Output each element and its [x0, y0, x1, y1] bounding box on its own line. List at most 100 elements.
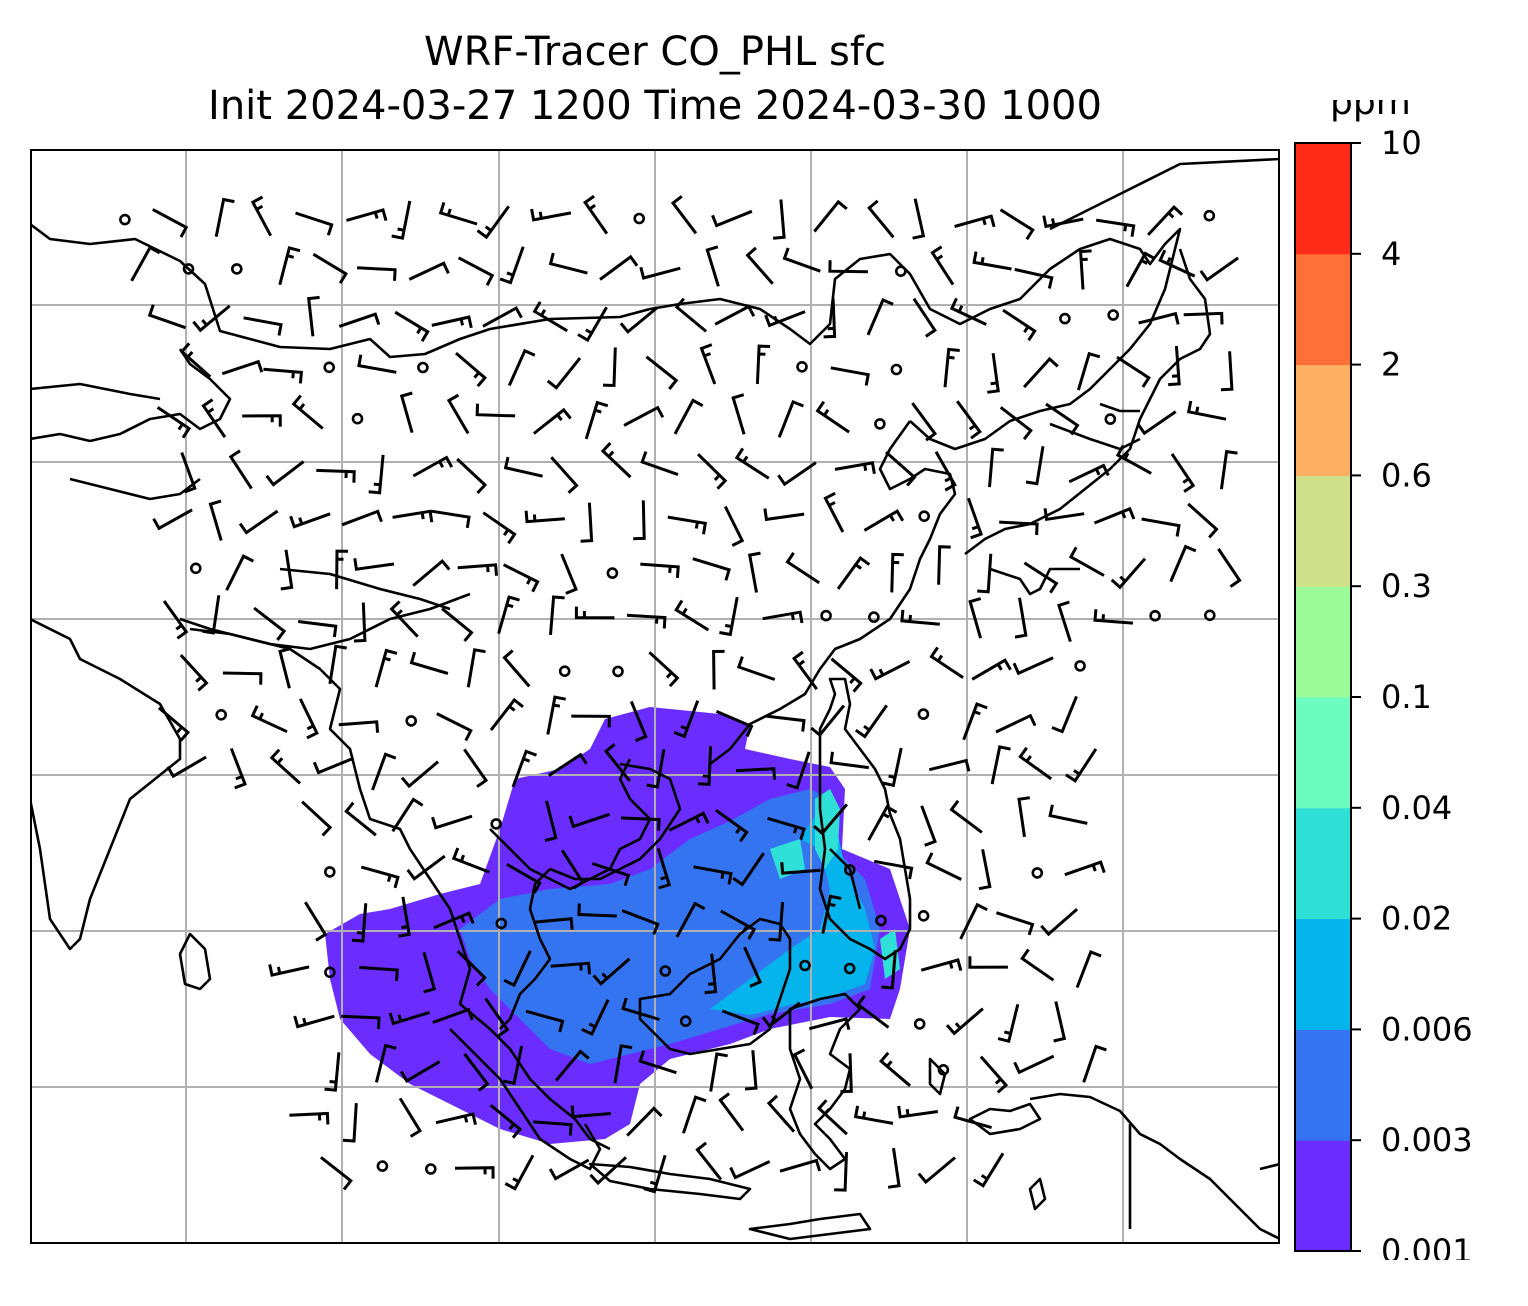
- wind-barb: [457, 256, 495, 286]
- wind-barb: [560, 553, 578, 595]
- wind-barb: [1138, 311, 1180, 325]
- wind-calm-marker: [1204, 609, 1216, 622]
- wind-barb: [786, 751, 811, 790]
- wind-barb: [151, 208, 189, 238]
- colorbar-swatch: [1295, 697, 1351, 809]
- wind-barb: [854, 704, 888, 739]
- wind-barb: [280, 549, 294, 591]
- wind-barb: [792, 650, 818, 690]
- colorbar-unit-label: ppm: [1330, 100, 1411, 123]
- wind-barb: [399, 391, 414, 434]
- map-frame: [30, 149, 1280, 1244]
- wind-calm-marker: [633, 212, 646, 225]
- wind-barb: [920, 958, 963, 972]
- colorbar-swatches: [1295, 143, 1351, 1252]
- wind-barb: [1013, 1054, 1055, 1075]
- wind-barb: [341, 1014, 381, 1029]
- wind-barb: [719, 596, 739, 637]
- wind-barb: [301, 800, 333, 837]
- wind-barb: [697, 453, 728, 490]
- wind-barb: [897, 1105, 939, 1119]
- wind-barb: [955, 400, 982, 440]
- wind-barb: [1082, 1044, 1107, 1083]
- wind-barb: [269, 748, 302, 785]
- wind-barb: [499, 246, 525, 285]
- wind-barb: [777, 399, 804, 438]
- wind-barb: [456, 457, 488, 495]
- wind-barb: [583, 194, 609, 235]
- wind-calm-marker: [679, 1015, 692, 1028]
- map-gridlines: [30, 149, 1280, 1244]
- wind-barb: [763, 508, 805, 522]
- wind-barb: [900, 609, 940, 626]
- wind-barb: [550, 456, 579, 494]
- wind-barb: [979, 1055, 1009, 1094]
- wind-calm-marker: [799, 959, 811, 972]
- wind-barb: [482, 511, 517, 545]
- wind-calm-marker: [558, 665, 571, 678]
- wind-barb: [446, 393, 470, 435]
- wind-barb: [547, 752, 588, 777]
- wind-barb: [394, 310, 430, 342]
- wind-barb: [179, 342, 212, 378]
- colorbar-swatch: [1295, 364, 1351, 476]
- wind-barb: [626, 613, 667, 629]
- wind-barb: [1220, 351, 1234, 392]
- wind-barb: [489, 1103, 523, 1139]
- wind-barb: [398, 1097, 423, 1138]
- wind-barb: [945, 1007, 984, 1036]
- wind-barb: [828, 260, 868, 274]
- wind-barb: [431, 814, 473, 830]
- wind-barb: [571, 714, 611, 728]
- wind-barb: [180, 451, 197, 494]
- wind-barb: [714, 304, 756, 326]
- wind-barb: [1169, 544, 1197, 583]
- wind-barb: [705, 245, 720, 287]
- wind-barb: [621, 909, 660, 935]
- wind-barb: [371, 752, 397, 791]
- wind-barb: [626, 1106, 663, 1137]
- wind-barb: [723, 505, 745, 547]
- wind-calm-marker: [1031, 867, 1044, 879]
- wind-calm-marker: [182, 263, 195, 275]
- wind-barb: [785, 551, 821, 585]
- wind-barb: [466, 648, 486, 688]
- wind-barb: [715, 710, 754, 738]
- wind-calm-marker: [937, 1063, 950, 1076]
- map-subtitle: Init 2024-03-27 1200 Time 2024-03-30 100…: [208, 83, 1102, 129]
- coastline-india: [30, 617, 212, 991]
- wind-barb: [304, 901, 328, 942]
- wind-barb: [681, 1095, 707, 1134]
- wind-barb: [130, 245, 161, 282]
- colorbar-tick-label: 4: [1381, 235, 1401, 273]
- wind-barb: [929, 646, 964, 679]
- wind-barb: [157, 706, 191, 742]
- wind-barb: [1183, 311, 1224, 325]
- colorbar-tick-label: 0.003: [1381, 1121, 1473, 1159]
- wind-barb: [265, 460, 305, 487]
- wind-barb: [720, 909, 757, 940]
- wind-calm-marker: [190, 562, 202, 575]
- wind-barb: [353, 558, 395, 571]
- wind-barb: [214, 197, 235, 237]
- wind-barb: [574, 606, 615, 620]
- wind-barb: [360, 865, 400, 889]
- wind-barb: [278, 246, 301, 286]
- wind-barb: [629, 700, 648, 743]
- wind-barb: [412, 455, 454, 478]
- wind-calm-marker: [1203, 209, 1216, 222]
- wind-barb: [289, 1111, 330, 1125]
- colorbar-tick-label: 2: [1381, 346, 1401, 384]
- wind-barb: [221, 359, 264, 376]
- wind-barb: [1136, 410, 1177, 436]
- wind-calm-marker: [495, 917, 508, 930]
- wind-barb: [619, 306, 659, 334]
- wind-calm-marker: [875, 914, 887, 927]
- wind-barb: [995, 911, 1035, 936]
- wind-barb: [533, 1120, 573, 1136]
- wind-barb: [925, 852, 962, 881]
- wind-barb: [1076, 351, 1101, 391]
- wind-barb: [319, 1156, 353, 1191]
- wind-barb: [600, 441, 632, 479]
- wind-barb: [192, 304, 231, 333]
